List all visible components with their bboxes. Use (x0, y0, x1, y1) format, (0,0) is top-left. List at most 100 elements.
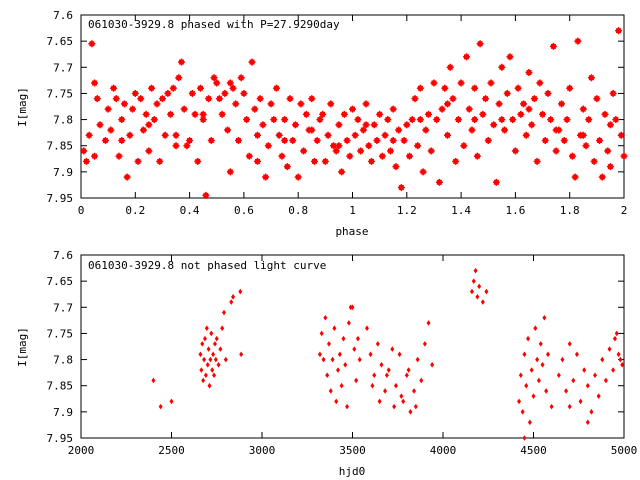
data-point (351, 131, 359, 139)
data-point (522, 435, 527, 441)
data-point (390, 346, 395, 352)
data-point (585, 116, 593, 124)
data-point (525, 105, 533, 113)
data-point (169, 398, 174, 405)
data-point (533, 325, 538, 331)
data-point (82, 157, 90, 165)
data-point (169, 84, 177, 92)
data-point (256, 95, 264, 103)
data-point (207, 382, 212, 389)
data-point (251, 105, 259, 113)
data-point (199, 367, 204, 373)
data-point (606, 121, 614, 129)
data-point (404, 372, 409, 379)
data-point (107, 126, 115, 134)
data-point (243, 116, 251, 124)
data-point (522, 131, 530, 139)
data-point (552, 147, 560, 155)
data-point (590, 157, 598, 165)
data-point (484, 136, 492, 144)
unphased-plot-title: 061030-3929.8 not phased light curve (88, 259, 326, 272)
data-point (460, 142, 468, 150)
data-point (337, 351, 342, 358)
data-point (564, 388, 569, 394)
data-point (291, 121, 299, 129)
data-point (598, 173, 606, 181)
data-point (215, 95, 223, 103)
data-point (91, 152, 99, 160)
data-point (218, 346, 223, 352)
data-point (161, 131, 169, 139)
data-point (324, 131, 332, 139)
data-point (334, 398, 339, 405)
unphased-plot-frame (80, 254, 625, 439)
data-point (444, 100, 452, 108)
data-point (145, 121, 153, 129)
data-point (457, 79, 465, 87)
data-point (376, 110, 384, 118)
y-tick-label: 7.8 (53, 354, 73, 367)
data-point (399, 393, 404, 399)
data-point (336, 367, 341, 373)
data-point (286, 95, 294, 103)
x-tick-label: 1.4 (451, 204, 471, 217)
data-point (364, 325, 369, 331)
data-point (528, 121, 536, 129)
data-point (611, 367, 616, 373)
data-point (218, 110, 226, 118)
data-point (281, 116, 289, 124)
data-point (327, 100, 335, 108)
data-point (316, 116, 324, 124)
unphased-data-points (151, 267, 625, 441)
data-point (475, 294, 480, 300)
data-point (198, 351, 203, 358)
data-point (574, 351, 579, 358)
data-point (202, 356, 207, 363)
data-point (297, 100, 305, 108)
data-point (571, 377, 576, 384)
data-point (426, 320, 431, 326)
data-point (237, 74, 245, 82)
data-point (495, 100, 503, 108)
data-point (444, 131, 452, 139)
y-tick-label: 7.9 (53, 406, 73, 419)
data-point (400, 136, 408, 144)
data-point (158, 95, 166, 103)
data-point (372, 372, 377, 379)
y-tick-label: 7.75 (47, 87, 74, 100)
data-point (205, 95, 213, 103)
data-point (536, 79, 544, 87)
data-point (317, 351, 322, 358)
data-point (596, 393, 601, 399)
data-point (226, 168, 234, 176)
data-point (560, 136, 568, 144)
data-point (345, 403, 350, 410)
data-point (172, 142, 180, 150)
data-point (153, 100, 161, 108)
data-point (259, 121, 267, 129)
unphased-y-axis-label: I[mag] (16, 327, 29, 367)
data-point (538, 341, 543, 347)
data-point (205, 362, 210, 368)
data-point (142, 110, 150, 118)
data-point (389, 136, 397, 144)
data-point (563, 116, 571, 124)
data-point (477, 283, 482, 290)
data-point (373, 136, 381, 144)
data-point (511, 147, 519, 155)
data-point (414, 142, 422, 150)
data-point (480, 299, 485, 305)
data-point (487, 79, 495, 87)
data-point (419, 377, 424, 384)
data-point (343, 362, 348, 368)
data-point (539, 110, 547, 118)
data-point (383, 388, 388, 394)
data-point (540, 362, 545, 368)
data-point (403, 121, 411, 129)
data-point (492, 178, 500, 186)
data-point (541, 136, 549, 144)
data-point (567, 341, 572, 347)
data-point (211, 351, 216, 358)
data-point (603, 377, 608, 384)
data-point (522, 351, 527, 358)
